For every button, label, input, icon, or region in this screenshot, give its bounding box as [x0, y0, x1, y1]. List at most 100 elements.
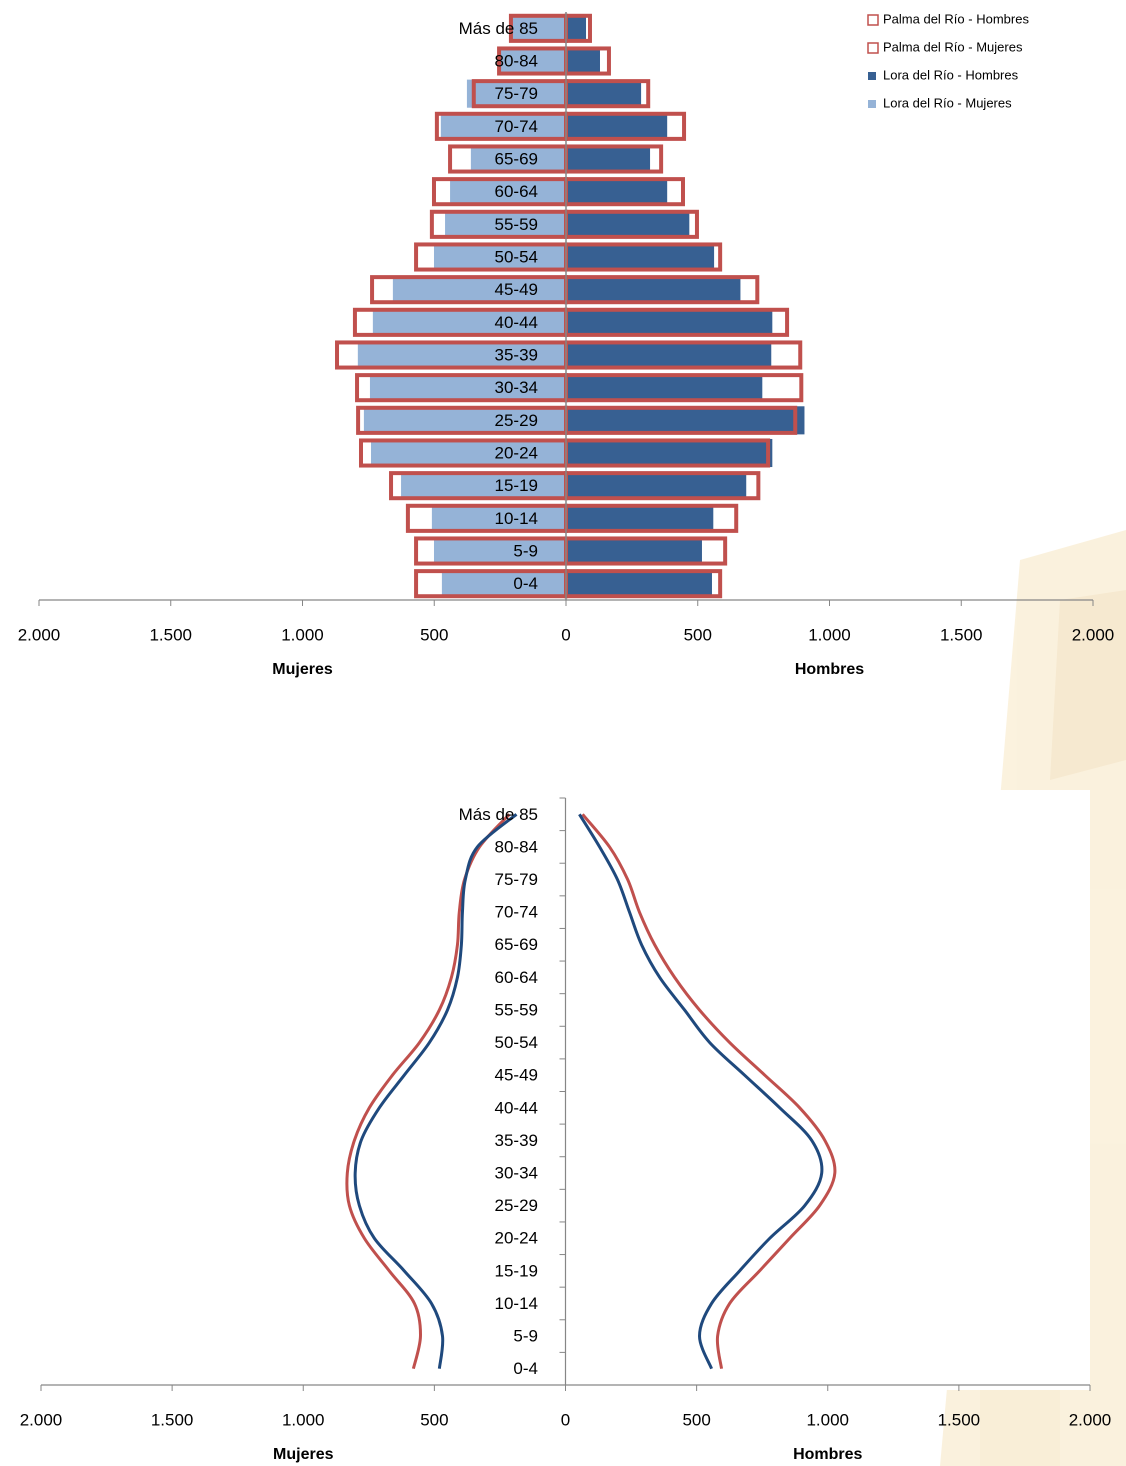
line	[345, 813, 511, 1370]
legend-marker	[868, 72, 876, 80]
category-label: 80-84	[495, 51, 538, 70]
category-label: 25-29	[495, 411, 538, 430]
bar	[566, 406, 805, 435]
x-tick-label: 1.000	[281, 625, 324, 644]
bar	[566, 340, 772, 370]
category-label: 75-79	[495, 870, 538, 889]
x-tick-label: 500	[682, 1410, 710, 1429]
category-label: 70-74	[495, 117, 538, 136]
category-label: 30-34	[495, 378, 538, 397]
bar	[566, 242, 715, 272]
category-label: 60-64	[495, 182, 538, 201]
x-tick-label: 1.500	[151, 1410, 194, 1429]
category-label: 45-49	[495, 280, 538, 299]
bar	[566, 569, 712, 598]
bar	[566, 210, 690, 239]
bar	[511, 14, 566, 43]
bar	[470, 144, 566, 174]
bar	[357, 340, 566, 370]
bar	[566, 112, 668, 141]
category-label: 5-9	[513, 541, 538, 560]
category-label: 0-4	[513, 574, 538, 593]
category-label: 75-79	[495, 84, 538, 103]
bar	[566, 504, 714, 533]
category-label: 15-19	[495, 1261, 538, 1280]
bar	[441, 569, 566, 598]
x-tick-label: 1.000	[282, 1410, 325, 1429]
x-tick-label: 0	[561, 625, 570, 644]
x-axis-title: Mujeres	[272, 661, 333, 678]
category-label: 35-39	[495, 1131, 538, 1150]
bar	[431, 504, 566, 533]
bar	[566, 177, 668, 206]
category-label: 5-9	[513, 1327, 538, 1346]
category-label: 55-59	[495, 1000, 538, 1019]
category-label: 10-14	[495, 1294, 538, 1313]
category-label: 70-74	[495, 903, 538, 922]
category-label: 50-54	[495, 1033, 538, 1052]
bar	[440, 112, 566, 141]
line	[353, 813, 518, 1369]
x-tick-label: 2.000	[1069, 1410, 1112, 1429]
bar	[466, 79, 566, 108]
category-label: 30-34	[495, 1164, 538, 1183]
category-label: 50-54	[495, 247, 538, 266]
line	[578, 813, 824, 1370]
legend-label: Palma del Río - Mujeres	[883, 39, 1023, 54]
x-tick-label: 500	[420, 625, 448, 644]
category-label: 40-44	[495, 313, 538, 332]
x-tick-label: 1.500	[149, 625, 192, 644]
x-tick-label: 2.000	[20, 1410, 63, 1429]
legend-label: Lora del Río - Hombres	[883, 67, 1019, 82]
category-label: 60-64	[495, 968, 538, 987]
legend-marker	[867, 14, 879, 26]
legend-label: Lora del Río - Mujeres	[883, 95, 1012, 110]
category-label: 20-24	[495, 1229, 538, 1248]
bar	[401, 471, 566, 500]
bar	[566, 14, 587, 43]
category-label: 0-4	[513, 1359, 538, 1378]
category-label: 65-69	[495, 149, 538, 168]
bar	[566, 438, 773, 468]
plot-bg	[0, 790, 1090, 1390]
bar	[566, 275, 741, 304]
x-tick-label: 2.000	[18, 625, 61, 644]
category-label: 65-69	[495, 935, 538, 954]
bar	[566, 471, 747, 500]
x-tick-label: 1.500	[940, 625, 983, 644]
x-tick-label: 500	[684, 625, 712, 644]
bar	[433, 536, 566, 566]
bar	[445, 210, 566, 239]
category-label: 15-19	[495, 476, 538, 495]
bar	[566, 46, 600, 76]
x-tick-label: 1.500	[938, 1410, 981, 1429]
bar	[372, 308, 566, 337]
x-axis-title: Mujeres	[273, 1446, 334, 1463]
bar	[450, 177, 566, 206]
x-tick-label: 2.000	[1072, 625, 1115, 644]
category-label: 25-29	[495, 1196, 538, 1215]
x-tick-label: 500	[420, 1410, 448, 1429]
category-label: Más de 85	[459, 805, 538, 824]
bar	[363, 406, 566, 435]
bar	[433, 242, 566, 272]
category-label: 35-39	[495, 345, 538, 364]
category-label: 80-84	[495, 837, 538, 856]
bar	[566, 536, 702, 566]
bar	[566, 373, 763, 402]
category-label: 55-59	[495, 215, 538, 234]
legend-marker	[867, 42, 879, 54]
category-label: 45-49	[495, 1066, 538, 1085]
x-tick-label: 0	[561, 1410, 570, 1429]
category-label: 10-14	[495, 509, 538, 528]
bar	[566, 79, 642, 108]
category-label: 20-24	[495, 443, 538, 462]
x-tick-label: 1.000	[808, 625, 851, 644]
bar	[369, 373, 566, 402]
x-axis-title: Hombres	[795, 661, 864, 678]
bar	[566, 308, 773, 337]
legend-marker	[868, 100, 876, 108]
bar	[371, 438, 566, 468]
x-tick-label: 1.000	[806, 1410, 849, 1429]
